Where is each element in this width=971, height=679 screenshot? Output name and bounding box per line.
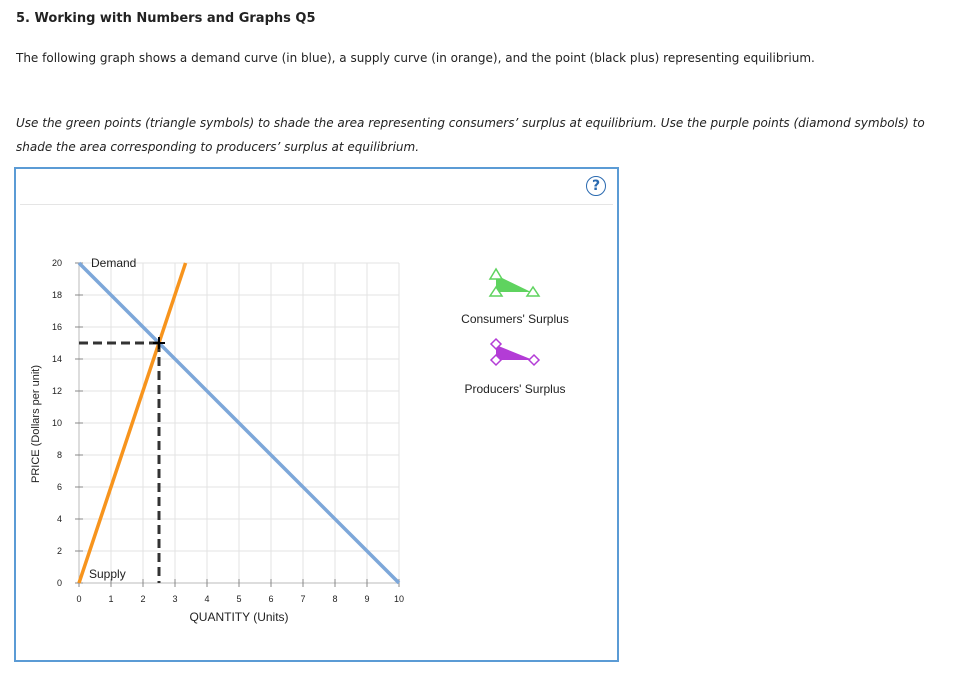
y-tick-label: 2: [57, 546, 62, 556]
graph-frame: ?: [14, 167, 619, 662]
graph-toolbar-divider: [20, 204, 613, 205]
y-tick-label: 0: [57, 578, 62, 588]
x-tick-label: 3: [172, 594, 177, 604]
grid: [78, 262, 400, 584]
x-tick-label: 6: [268, 594, 273, 604]
demand-curve: [77, 261, 401, 585]
y-tick-label: 20: [52, 258, 62, 268]
y-tick-label: 4: [57, 514, 62, 524]
x-tick-label: 5: [236, 594, 241, 604]
y-tick-label: 10: [52, 418, 62, 428]
x-tick-label: 8: [332, 594, 337, 604]
x-axis-label: QUANTITY (Units): [189, 610, 288, 624]
triangle-point-3: [525, 285, 541, 297]
producers-surplus-triangle-icon: [496, 345, 533, 360]
y-tick-label: 8: [57, 450, 62, 460]
x-tick-label: 2: [140, 594, 145, 604]
x-tick-label: 0: [76, 594, 81, 604]
consumers-surplus-label: Consumers' Surplus: [461, 312, 569, 326]
question-instructions: Use the green points (triangle symbols) …: [16, 116, 925, 154]
x-tick-label: 7: [300, 594, 305, 604]
x-tick-label: 9: [364, 594, 369, 604]
consumers-surplus-tool[interactable]: Consumers' Surplus: [461, 267, 569, 326]
y-tick-label: 6: [57, 482, 62, 492]
x-axis-ticks: 0 1 2 3 4 5 6 7 8 9 10: [76, 579, 404, 604]
producers-surplus-label: Producers' Surplus: [464, 382, 565, 396]
y-tick-label: 12: [52, 386, 62, 396]
supply-curve: [77, 262, 188, 584]
diamond-point-2: [489, 353, 503, 367]
triangle-point-1: [488, 267, 504, 280]
x-tick-label: 1: [108, 594, 113, 604]
consumers-surplus-triangle-icon: [496, 275, 531, 292]
triangle-point-2: [488, 285, 504, 297]
curves: Demand Supply: [77, 256, 401, 585]
producers-surplus-tool[interactable]: Producers' Surplus: [464, 337, 566, 396]
y-tick-label: 14: [52, 354, 62, 364]
x-tick-label: 4: [204, 594, 209, 604]
question-title: 5. Working with Numbers and Graphs Q5: [16, 11, 316, 26]
diamond-point-3: [527, 353, 541, 367]
equilibrium-marker: [79, 337, 165, 583]
demand-curve-label: Demand: [91, 256, 136, 270]
y-axis-ticks: 0 2 4 6 8 10 12 14 16 18 20: [52, 258, 83, 588]
diamond-point-1: [489, 337, 503, 351]
question-intro: The following graph shows a demand curve…: [16, 51, 815, 65]
help-icon[interactable]: ?: [586, 176, 606, 196]
y-axis-label: PRICE (Dollars per unit): [30, 365, 42, 483]
supply-curve-label: Supply: [89, 567, 126, 581]
y-tick-label: 18: [52, 290, 62, 300]
y-tick-label: 16: [52, 322, 62, 332]
x-tick-label: 10: [394, 594, 404, 604]
